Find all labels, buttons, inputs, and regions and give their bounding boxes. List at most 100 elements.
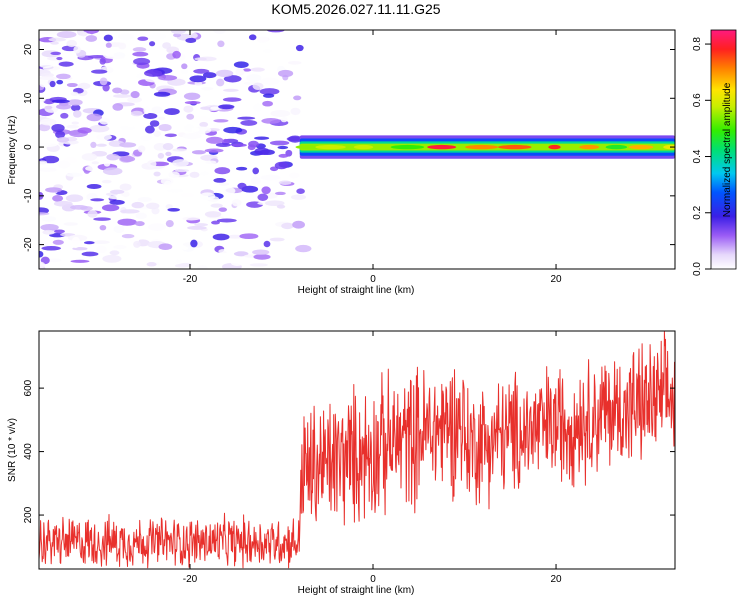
- spectrogram-cell: [67, 99, 83, 106]
- colorbar-tick-label: 0.4: [692, 149, 703, 163]
- spectrogram-cell: [73, 45, 81, 54]
- spectrogram-cell: [167, 78, 186, 86]
- spectrogram-cell: [70, 104, 81, 112]
- spectrogram-cell: [261, 117, 281, 124]
- spectrogram-cell: [105, 55, 125, 60]
- spectrogram-cell: [52, 239, 64, 245]
- spectrogram-carrier-core: [548, 144, 561, 150]
- spectrogram-cell: [175, 259, 183, 264]
- spectrogram-cell: [194, 81, 203, 86]
- spectrogram-cell: [185, 38, 197, 43]
- spectrogram-carrier-core: [663, 144, 675, 150]
- spectrogram-cell: [222, 97, 242, 102]
- spectrogram-cell: [262, 49, 273, 53]
- spectrogram-cell: [103, 34, 113, 42]
- spectrogram-cell: [164, 108, 180, 116]
- spectrogram-cell: [77, 82, 91, 90]
- spectrogram-y-tick-label: 20: [23, 44, 34, 56]
- spectrogram-cell: [277, 145, 289, 150]
- spectrogram-cell: [48, 37, 66, 42]
- spectrogram-carrier-core: [295, 144, 323, 150]
- spectrogram-cell: [235, 166, 248, 171]
- spectrogram-cell: [214, 167, 231, 175]
- spectrogram-cell: [223, 88, 239, 92]
- spectrogram-cell: [146, 262, 157, 267]
- spectrogram-cell: [246, 74, 262, 82]
- spectrogram-cell: [153, 143, 167, 151]
- spectrogram-cell: [217, 40, 225, 48]
- spectrogram-cell: [153, 171, 161, 177]
- spectrogram-cell: [231, 199, 242, 207]
- spectrogram-cell: [254, 147, 270, 156]
- spectrogram-cell: [39, 164, 50, 168]
- spectrogram-cell: [293, 95, 302, 101]
- spectrogram-cell: [56, 56, 63, 61]
- spectrogram-cell: [281, 222, 294, 230]
- spectrogram-cell: [180, 69, 189, 74]
- spectrogram-cell: [250, 67, 265, 72]
- spectrogram-cell: [280, 116, 288, 123]
- spectrogram-cell: [261, 186, 271, 195]
- colorbar-label: Normalized spectral amplitude: [722, 82, 733, 217]
- spectrogram-cell: [39, 160, 48, 165]
- spectrogram-cell: [52, 194, 64, 202]
- spectrogram-cell: [181, 246, 189, 251]
- spectrogram-cell: [200, 171, 209, 176]
- snr-x-ticks: -20 0 20: [183, 331, 562, 585]
- spectrogram-cell: [144, 125, 155, 134]
- spectrogram-cell: [269, 237, 285, 242]
- spectrogram-cell: [112, 87, 123, 94]
- spectrogram-cell: [102, 167, 123, 176]
- spectrogram-cell: [90, 141, 97, 148]
- spectrogram-cell: [210, 106, 220, 111]
- snr-y-tick-label: 400: [23, 443, 34, 460]
- spectrogram-cell: [197, 265, 208, 269]
- spectrogram-cell: [158, 258, 173, 267]
- spectrogram-cell: [132, 51, 149, 57]
- spectrogram-cell: [120, 155, 136, 163]
- spectrogram-cell: [96, 133, 112, 141]
- spectrogram-y-tick-label: 0: [23, 144, 34, 150]
- spectrogram-cell: [50, 41, 59, 45]
- spectrogram-cell: [119, 183, 132, 191]
- spectrogram-cell: [51, 124, 65, 132]
- spectrogram-cell: [247, 144, 256, 151]
- spectrogram-cell: [89, 124, 110, 133]
- spectrogram-cell: [39, 142, 58, 148]
- spectrogram-cell: [99, 225, 107, 231]
- spectrogram-cell: [113, 225, 125, 233]
- spectrogram-cell: [223, 126, 243, 134]
- colorbar-ramp: [710, 29, 737, 270]
- spectrogram-cell: [189, 171, 200, 178]
- spectrogram-cell: [40, 31, 58, 35]
- spectrogram-x-label: Height of straight line (km): [298, 285, 415, 296]
- spectrogram-cell: [158, 75, 178, 81]
- spectrogram-cell: [199, 121, 209, 128]
- spectrogram-cell: [167, 189, 184, 193]
- colorbar-tick-label: 0.8: [692, 37, 703, 51]
- spectrogram-cell: [101, 204, 120, 212]
- spectrogram-cell: [106, 153, 120, 161]
- spectrogram-cell: [167, 207, 180, 212]
- spectrogram-y-tick-label: 10: [23, 92, 34, 104]
- spectrogram-cell: [143, 106, 150, 115]
- spectrogram-cell: [239, 233, 259, 240]
- spectrogram-cell: [199, 192, 216, 201]
- spectrogram-cell: [70, 91, 79, 96]
- spectrogram-cell: [254, 136, 270, 140]
- spectrogram-cell: [240, 119, 258, 126]
- spectrogram-cell: [242, 68, 252, 72]
- spectrogram-cell: [54, 229, 65, 234]
- spectrogram-cell: [296, 188, 305, 194]
- spectrogram-cell: [172, 50, 181, 59]
- spectrogram-carrier-core: [427, 144, 457, 150]
- spectrogram-cell: [130, 91, 140, 99]
- spectrogram-cell: [85, 165, 98, 172]
- spectrogram-cell: [108, 233, 117, 240]
- spectrogram-cell: [130, 110, 143, 117]
- spectrogram-cell: [121, 119, 140, 127]
- chart-title: KOM5.2026.027.11.11.G25: [271, 1, 440, 17]
- spectrogram-cell: [288, 135, 303, 143]
- spectrogram-cell: [133, 240, 141, 248]
